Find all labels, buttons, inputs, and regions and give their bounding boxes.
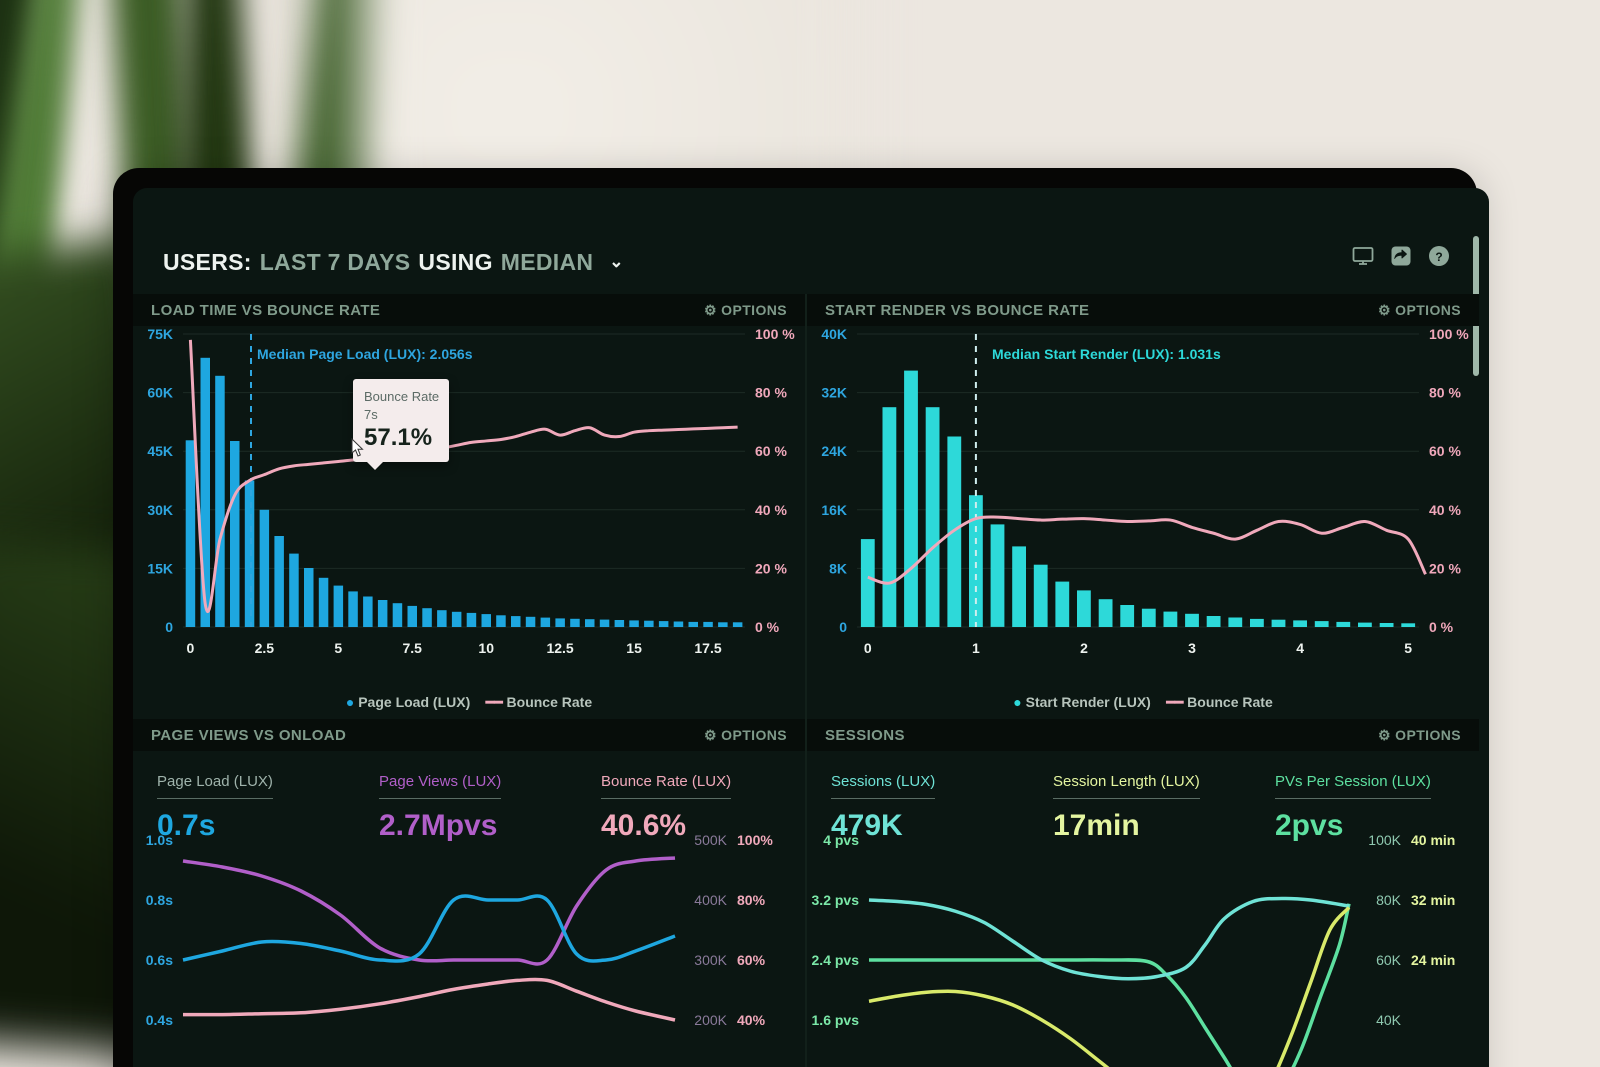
svg-text:0: 0 [165,619,173,635]
svg-text:4 pvs: 4 pvs [823,832,859,848]
svg-text:45K: 45K [147,443,173,459]
svg-text:0.6s: 0.6s [146,952,173,968]
svg-text:17.5: 17.5 [694,640,721,656]
svg-text:500K: 500K [694,832,727,848]
svg-text:200K: 200K [694,1012,727,1028]
svg-text:80K: 80K [1376,892,1402,908]
svg-text:1: 1 [972,640,980,656]
svg-text:40K: 40K [821,326,847,342]
svg-text:24 min: 24 min [1411,952,1455,968]
svg-text:40 %: 40 % [755,502,787,518]
svg-text:24K: 24K [821,443,847,459]
svg-text:1.6 pvs: 1.6 pvs [812,1012,860,1028]
svg-text:20 %: 20 % [1429,560,1461,576]
svg-text:0.8s: 0.8s [146,892,173,908]
svg-text:400K: 400K [694,892,727,908]
svg-text:4: 4 [1296,640,1304,656]
svg-text:100 %: 100 % [1429,326,1469,342]
svg-text:60%: 60% [737,952,766,968]
svg-text:0.4s: 0.4s [146,1012,173,1028]
svg-text:0: 0 [864,640,872,656]
svg-text:100K: 100K [1368,832,1401,848]
svg-text:80%: 80% [737,892,766,908]
svg-text:60K: 60K [1376,952,1402,968]
svg-text:40K: 40K [1376,1012,1402,1028]
svg-text:3: 3 [1188,640,1196,656]
svg-text:5: 5 [1404,640,1412,656]
svg-text:0 %: 0 % [1429,619,1454,635]
svg-text:32 min: 32 min [1411,892,1455,908]
svg-text:2.5: 2.5 [255,640,275,656]
svg-text:0: 0 [187,640,195,656]
svg-text:15: 15 [626,640,642,656]
svg-text:75K: 75K [147,326,173,342]
svg-text:0: 0 [839,619,847,635]
svg-text:300K: 300K [694,952,727,968]
svg-text:2: 2 [1080,640,1088,656]
svg-text:?: ? [1435,250,1442,264]
svg-text:60 %: 60 % [1429,443,1461,459]
svg-text:7.5: 7.5 [402,640,422,656]
svg-text:15K: 15K [147,560,173,576]
svg-text:2.4 pvs: 2.4 pvs [812,952,860,968]
svg-text:80 %: 80 % [755,385,787,401]
svg-text:100 %: 100 % [755,326,795,342]
svg-text:20 %: 20 % [755,560,787,576]
svg-text:8K: 8K [829,560,847,576]
svg-text:12.5: 12.5 [546,640,573,656]
svg-text:30K: 30K [147,502,173,518]
svg-text:5: 5 [334,640,342,656]
svg-text:40 %: 40 % [1429,502,1461,518]
svg-text:40%: 40% [737,1012,766,1028]
svg-text:16K: 16K [821,502,847,518]
svg-text:3.2 pvs: 3.2 pvs [812,892,860,908]
svg-text:32K: 32K [821,385,847,401]
svg-text:60 %: 60 % [755,443,787,459]
svg-text:100%: 100% [737,832,773,848]
svg-text:40 min: 40 min [1411,832,1455,848]
svg-text:80 %: 80 % [1429,385,1461,401]
svg-text:60K: 60K [147,385,173,401]
svg-text:10: 10 [478,640,494,656]
svg-text:0 %: 0 % [755,619,780,635]
svg-text:1.0s: 1.0s [146,832,173,848]
